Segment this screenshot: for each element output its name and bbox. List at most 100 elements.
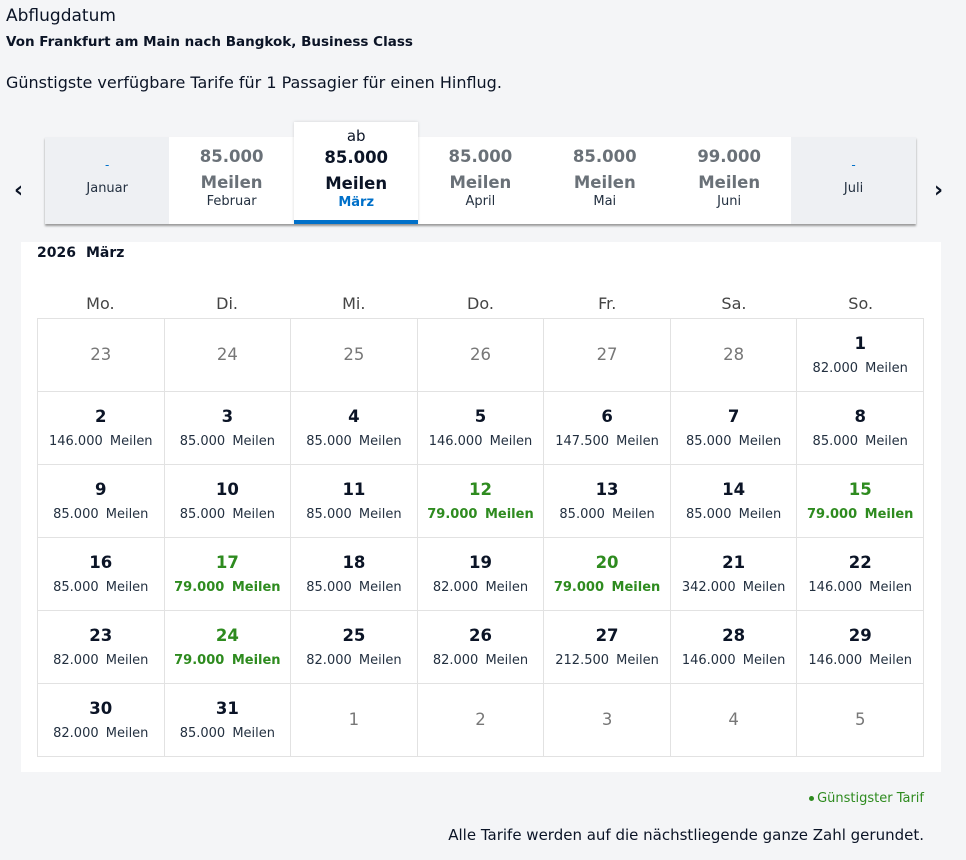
calendar-day[interactable]: 6 147.500 Meilen: [544, 392, 671, 465]
next-month-button[interactable]: ›: [934, 178, 944, 203]
calendar-day[interactable]: 2 146.000 Meilen: [38, 392, 165, 465]
day-number: 10: [215, 480, 239, 499]
day-number: 3: [221, 407, 234, 426]
day-price: 85.000 Meilen: [179, 434, 275, 449]
calendar-day[interactable]: 31 85.000 Meilen: [164, 684, 292, 757]
day-number: 20: [595, 553, 619, 572]
day-number: 18: [342, 553, 366, 572]
day-number: 11: [342, 480, 366, 499]
calendar-day[interactable]: 28 146.000 Meilen: [670, 611, 798, 684]
prev-month-button[interactable]: ‹: [14, 178, 24, 203]
calendar-day[interactable]: 27 212.500 Meilen: [544, 611, 671, 684]
calendar-day[interactable]: 21 342.000 Meilen: [670, 538, 798, 611]
weekday-label: Di.: [216, 294, 238, 313]
calendar-day[interactable]: 4 85.000 Meilen: [291, 392, 418, 465]
calendar-day[interactable]: 7 85.000 Meilen: [670, 392, 798, 465]
day-number: 9: [95, 480, 107, 499]
tab-month-label: April: [465, 194, 496, 209]
weekday-label: Fr.: [598, 294, 617, 313]
calendar-day[interactable]: 23 82.000 Meilen: [38, 611, 165, 684]
calendar-day[interactable]: 11 85.000 Meilen: [291, 465, 418, 538]
month-tab-april[interactable]: 85.000 Meilen April: [418, 137, 542, 224]
tab-price-unit: Meilen: [200, 173, 263, 192]
calendar-day-outside: 23: [38, 319, 165, 392]
day-number: 24: [215, 626, 239, 645]
day-number: 21: [722, 553, 746, 572]
month-tabs: - Januar 85.000 Meilen Februar ab 85.000 Meilen…: [45, 122, 916, 224]
calendar-day[interactable]: 18 85.000 Meilen: [291, 538, 418, 611]
day-number: 1: [348, 710, 360, 729]
calendar-day[interactable]: 30 82.000 Meilen: [38, 684, 165, 757]
day-number: 4: [728, 710, 739, 729]
calendar-day[interactable]: 26 82.000 Meilen: [417, 611, 545, 684]
day-number: 15: [848, 480, 872, 499]
day-price: 82.000 Meilen: [812, 361, 908, 376]
day-price: 79.000 Meilen: [427, 507, 534, 522]
weekday-label: Mi.: [342, 294, 366, 313]
calendar-day[interactable]: 1 82.000 Meilen: [797, 319, 924, 392]
calendar-day[interactable]: 8 85.000 Meilen: [797, 392, 924, 465]
calendar-grid: 23 24 25 26 27 28 1 82.000 Meilen 2 146.000 Meile…: [37, 318, 924, 757]
day-number: 25: [343, 345, 365, 364]
tab-price: 85.000 Meilen: [543, 137, 667, 196]
calendar-day[interactable]: 16 85.000 Meilen: [38, 538, 165, 611]
calendar-day[interactable]: 22 146.000 Meilen: [797, 538, 924, 611]
calendar-day[interactable]: 12 79.000 Meilen: [417, 465, 545, 538]
calendar-day[interactable]: 17 79.000 Meilen: [164, 538, 292, 611]
day-number: 2: [95, 407, 107, 426]
day-number: 16: [89, 553, 113, 572]
day-price: 79.000 Meilen: [553, 580, 661, 595]
calendar-day[interactable]: 13 85.000 Meilen: [544, 465, 671, 538]
tab-month-label: Februar: [206, 194, 257, 209]
month-tab-januar[interactable]: - Januar: [45, 137, 170, 224]
green-dot-icon: [809, 796, 815, 801]
month-tab-juni[interactable]: 99.000 Meilen Juni: [667, 137, 791, 224]
day-number: 3: [601, 710, 613, 729]
calendar-day[interactable]: 5 146.000 Meilen: [417, 392, 545, 465]
weekday-label: Sa.: [721, 294, 747, 313]
day-price: 82.000 Meilen: [432, 580, 529, 595]
tab-month-label: Juni: [717, 194, 742, 209]
day-price: 82.000 Meilen: [53, 726, 149, 741]
day-price: 146.000 Meilen: [808, 580, 912, 595]
day-price: 85.000 Meilen: [179, 507, 275, 522]
calendar-day-outside: 1: [291, 684, 418, 757]
month-tab-mai[interactable]: 85.000 Meilen Mai: [543, 137, 667, 224]
calendar-day[interactable]: 25 82.000 Meilen: [291, 611, 418, 684]
day-number: 22: [848, 553, 872, 572]
legend-label: Günstigster Tarif: [817, 791, 924, 806]
month-tab-märz[interactable]: ab 85.000 Meilen März: [294, 122, 419, 224]
day-number: 26: [469, 345, 491, 364]
calendar-day[interactable]: 19 82.000 Meilen: [417, 538, 545, 611]
calendar-day-outside: 27: [544, 319, 671, 392]
no-price-dash: -: [851, 158, 856, 172]
tab-month-label: Juli: [843, 181, 864, 196]
day-number: 19: [469, 553, 492, 572]
month-tab-februar[interactable]: 85.000 Meilen Februar: [169, 137, 293, 224]
day-number: 13: [595, 480, 619, 499]
calendar-month: März: [85, 245, 125, 261]
day-number: 28: [722, 626, 746, 645]
tab-price-value: 85.000: [324, 148, 389, 167]
calendar-card: 2026 März Mo. Di. Mi. Do. Fr. Sa. So. 23 24 25 26 2…: [21, 242, 941, 772]
calendar-day[interactable]: 15 79.000 Meilen: [797, 465, 924, 538]
day-number: 27: [596, 345, 618, 364]
day-number: 8: [854, 407, 866, 426]
weekday-label: So.: [848, 294, 874, 313]
day-number: 26: [469, 626, 492, 645]
calendar-day[interactable]: 14 85.000 Meilen: [670, 465, 798, 538]
calendar-heading: 2026 März: [37, 245, 134, 261]
calendar-day[interactable]: 3 85.000 Meilen: [164, 392, 292, 465]
calendar-day[interactable]: 24 79.000 Meilen: [164, 611, 292, 684]
day-number: 27: [595, 626, 619, 645]
calendar-day[interactable]: 10 85.000 Meilen: [164, 465, 292, 538]
day-price: 79.000 Meilen: [174, 580, 281, 595]
calendar-day[interactable]: 29 146.000 Meilen: [797, 611, 924, 684]
calendar-day[interactable]: 20 79.000 Meilen: [544, 538, 671, 611]
tab-price-value: 85.000: [199, 147, 264, 166]
month-tab-juli[interactable]: - Juli: [791, 137, 916, 224]
calendar-day-outside: 24: [164, 319, 292, 392]
calendar-day[interactable]: 9 85.000 Meilen: [38, 465, 165, 538]
calendar-day-outside: 3: [544, 684, 671, 757]
calendar-day-outside: 26: [417, 319, 545, 392]
